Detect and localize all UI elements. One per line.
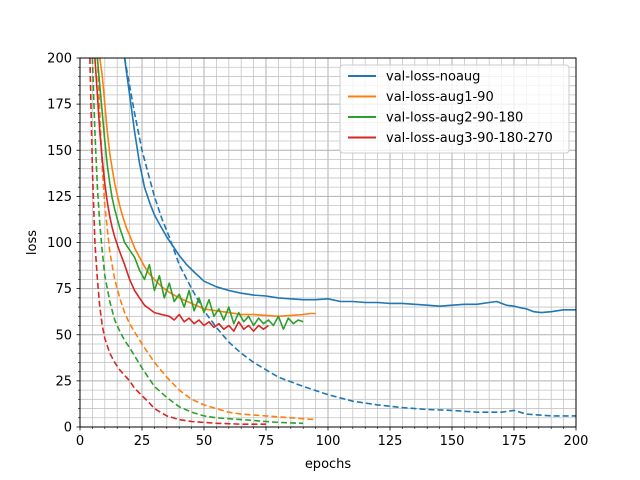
- x-tick-label: 75: [258, 434, 275, 449]
- series-line-4: [96, 58, 316, 421]
- y-tick-label: 25: [55, 374, 72, 389]
- x-tick-label: 200: [564, 434, 589, 449]
- axis-ticks: 0 25 50 75 100 125 150 175 200 0 25 50 75 100 125 150 17…: [47, 52, 588, 450]
- series-line-7: [94, 58, 269, 332]
- y-tick-label: 75: [55, 282, 72, 297]
- legend-label: val-loss-aug1-90: [386, 90, 494, 105]
- y-tick-label: 200: [47, 52, 72, 67]
- series-line-3: [99, 58, 316, 318]
- y-axis-label: loss: [25, 230, 40, 255]
- y-tick-label: 0: [64, 421, 72, 436]
- legend-label: val-loss-noaug: [386, 70, 480, 85]
- series-line-2: [123, 58, 576, 417]
- x-tick-label: 175: [502, 434, 527, 449]
- y-tick-label: 125: [47, 190, 72, 205]
- series-line-6: [91, 58, 304, 425]
- x-tick-label: 0: [76, 434, 84, 449]
- x-tick-label: 25: [134, 434, 151, 449]
- legend-label: val-loss-aug3-90-180-270: [386, 131, 553, 146]
- legend: val-loss-noaug val-loss-aug1-90 val-loss-a…: [339, 64, 570, 154]
- x-tick-label: 100: [316, 434, 341, 449]
- y-tick-label: 150: [47, 144, 72, 159]
- legend-label: val-loss-aug2-90-180: [386, 111, 523, 126]
- y-tick-label: 100: [47, 236, 72, 251]
- y-tick-label: 175: [47, 98, 72, 113]
- series-lines: [89, 58, 576, 425]
- legend-box: [339, 64, 570, 154]
- x-axis-label: epochs: [305, 457, 352, 472]
- series-line-8: [89, 58, 266, 425]
- series-line-1: [123, 58, 576, 314]
- x-tick-label: 150: [440, 434, 465, 449]
- x-tick-label: 125: [378, 434, 403, 449]
- y-tick-label: 50: [55, 328, 72, 343]
- x-tick-label: 50: [196, 434, 213, 449]
- series-line-5: [96, 58, 304, 330]
